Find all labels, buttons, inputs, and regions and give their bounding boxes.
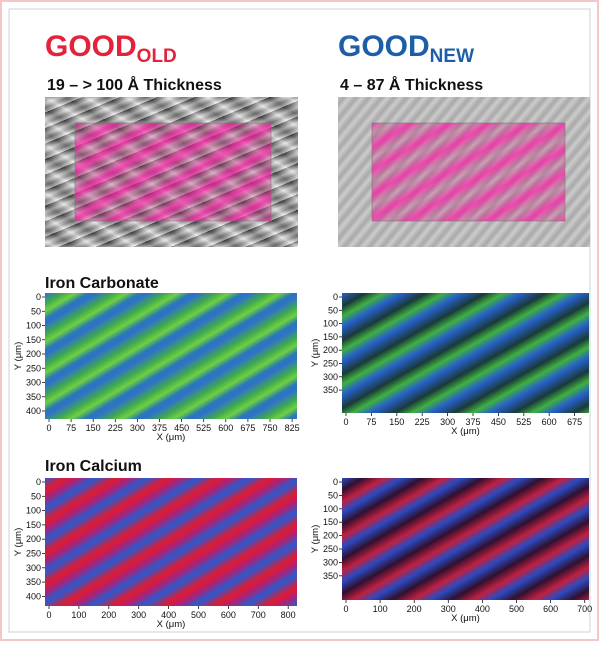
y-tick-label: 100 — [26, 506, 41, 516]
x-tick-label: 600 — [218, 423, 233, 433]
y-tick-label: 250 — [323, 359, 338, 369]
y-tick-label: 300 — [26, 563, 41, 573]
y-tick-label: 400 — [26, 406, 41, 416]
x-tick-label: 225 — [108, 423, 123, 433]
element-map — [45, 293, 297, 419]
x-tick-label: 150 — [86, 423, 101, 433]
x-tick-label: 75 — [66, 423, 76, 433]
x-tick-label: 200 — [101, 610, 116, 620]
y-tick-label: 100 — [323, 504, 338, 514]
element-map — [342, 478, 589, 600]
x-tick-label: 700 — [251, 610, 266, 620]
y-tick-label: 250 — [323, 544, 338, 554]
column-title: GOODNEW — [338, 30, 474, 67]
x-tick-label: 525 — [516, 417, 531, 427]
y-tick-label: 200 — [323, 345, 338, 355]
x-tick-label: 600 — [543, 604, 558, 614]
x-tick-label: 0 — [343, 604, 348, 614]
y-tick-label: 150 — [26, 335, 41, 345]
y-axis-label: Y (μm) — [310, 339, 321, 368]
x-tick-label: 825 — [285, 423, 300, 433]
x-tick-label: 600 — [542, 417, 557, 427]
y-tick-label: 50 — [328, 305, 338, 315]
x-tick-label: 300 — [131, 610, 146, 620]
x-tick-label: 675 — [567, 417, 582, 427]
x-tick-label: 100 — [373, 604, 388, 614]
y-tick-label: 200 — [26, 349, 41, 359]
x-tick-label: 500 — [191, 610, 206, 620]
y-tick-label: 200 — [323, 531, 338, 541]
y-tick-label: 100 — [26, 321, 41, 331]
x-tick-label: 600 — [221, 610, 236, 620]
y-tick-label: 250 — [26, 363, 41, 373]
y-tick-label: 350 — [26, 392, 41, 402]
y-tick-label: 50 — [328, 490, 338, 500]
column-title: GOODOLD — [45, 30, 177, 67]
figure: GOODOLD19 – > 100 Å ThicknessGOODNEW4 – … — [0, 0, 599, 641]
x-tick-label: 300 — [130, 423, 145, 433]
x-tick-label: 500 — [509, 604, 524, 614]
title-subscript: OLD — [137, 46, 177, 67]
y-tick-label: 350 — [323, 571, 338, 581]
y-tick-label: 50 — [31, 306, 41, 316]
section-label: Iron Carbonate — [45, 275, 159, 292]
y-tick-label: 400 — [26, 591, 41, 601]
section-label: Iron Calcium — [45, 458, 142, 475]
x-axis-label: X (μm) — [451, 613, 480, 624]
y-tick-label: 150 — [26, 520, 41, 530]
y-tick-label: 250 — [26, 549, 41, 559]
x-tick-label: 525 — [196, 423, 211, 433]
y-tick-label: 150 — [323, 332, 338, 342]
title-main: GOOD — [338, 30, 430, 63]
x-tick-label: 225 — [415, 417, 430, 427]
y-tick-label: 0 — [36, 292, 41, 302]
overlay-region — [75, 123, 271, 221]
x-tick-label: 0 — [46, 423, 51, 433]
title-main: GOOD — [45, 30, 137, 63]
x-tick-label: 0 — [343, 417, 348, 427]
y-tick-label: 100 — [323, 319, 338, 329]
y-tick-label: 350 — [323, 385, 338, 395]
x-tick-label: 450 — [491, 417, 506, 427]
y-tick-label: 0 — [333, 292, 338, 302]
element-map — [45, 478, 297, 606]
y-tick-label: 0 — [333, 477, 338, 487]
y-tick-label: 200 — [26, 534, 41, 544]
x-tick-label: 75 — [366, 417, 376, 427]
y-axis-label: Y (μm) — [13, 528, 24, 557]
y-axis-label: Y (μm) — [310, 525, 321, 554]
y-tick-label: 300 — [323, 372, 338, 382]
x-axis-label: X (μm) — [157, 619, 186, 630]
overlay-region — [372, 123, 565, 221]
x-tick-label: 150 — [389, 417, 404, 427]
y-tick-label: 0 — [36, 477, 41, 487]
x-tick-label: 0 — [46, 610, 51, 620]
y-axis-label: Y (μm) — [13, 342, 24, 371]
thickness-label: 4 – 87 Å Thickness — [340, 75, 483, 94]
x-tick-label: 100 — [71, 610, 86, 620]
x-axis-label: X (μm) — [451, 426, 480, 437]
title-subscript: NEW — [430, 46, 474, 67]
x-tick-label: 200 — [407, 604, 422, 614]
y-tick-label: 150 — [323, 517, 338, 527]
x-axis-label: X (μm) — [157, 432, 186, 443]
x-tick-label: 700 — [577, 604, 592, 614]
x-tick-label: 675 — [240, 423, 255, 433]
element-map — [342, 293, 589, 413]
y-tick-label: 50 — [31, 491, 41, 501]
y-tick-label: 350 — [26, 577, 41, 587]
x-tick-label: 750 — [262, 423, 277, 433]
thickness-label: 19 – > 100 Å Thickness — [47, 75, 222, 94]
y-tick-label: 300 — [26, 378, 41, 388]
y-tick-label: 300 — [323, 557, 338, 567]
x-tick-label: 800 — [281, 610, 296, 620]
